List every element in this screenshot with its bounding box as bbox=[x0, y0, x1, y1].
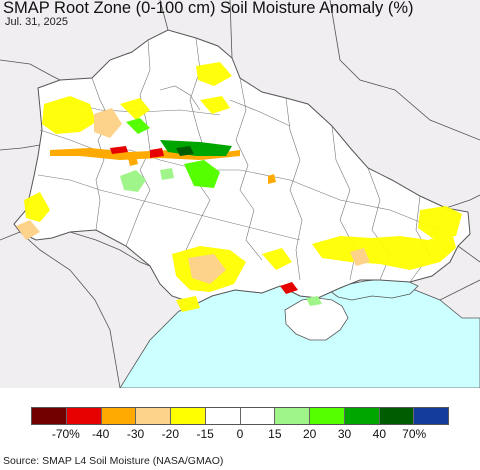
legend-swatch bbox=[275, 408, 310, 424]
wet-green-patches bbox=[120, 118, 322, 306]
legend-swatch bbox=[32, 408, 67, 424]
border-line-1 bbox=[0, 231, 121, 388]
legend-label: -15 bbox=[196, 427, 214, 441]
soil-moisture-map bbox=[0, 0, 480, 388]
legend-swatch bbox=[101, 408, 137, 424]
legend-label: 0 bbox=[236, 427, 244, 441]
legend-label: -30 bbox=[126, 427, 145, 441]
legend-label: 15 bbox=[268, 427, 282, 441]
legend-swatch bbox=[136, 408, 171, 424]
map-title: SMAP Root Zone (0-100 cm) Soil Moisture … bbox=[3, 0, 414, 17]
border-line-5 bbox=[159, 0, 480, 141]
legend-label: 20 bbox=[302, 427, 317, 441]
legend-label: 40 bbox=[372, 427, 387, 441]
map-source: Source: SMAP L4 Soil Moisture (NASA/GMAO… bbox=[3, 455, 224, 467]
legend-swatch bbox=[379, 408, 415, 424]
sea-of-azov bbox=[329, 278, 419, 301]
legend-swatch bbox=[66, 408, 102, 424]
legend-label: -40 bbox=[91, 427, 110, 441]
legend-swatch bbox=[414, 408, 448, 424]
legend-label: -20 bbox=[161, 427, 179, 441]
dry-orange-patches bbox=[16, 108, 370, 284]
border-line-2 bbox=[69, 231, 151, 267]
legend-swatch bbox=[310, 408, 345, 424]
dry-yellow-patches bbox=[24, 62, 462, 312]
ukraine-land bbox=[13, 29, 471, 305]
legend-labels: -70% -40 -30 -20 -15 0 15 20 30 40 70% bbox=[0, 427, 480, 443]
border-line-6 bbox=[439, 194, 480, 301]
legend-swatch bbox=[205, 408, 241, 424]
legend-label: 70% bbox=[402, 427, 427, 441]
border-line-4 bbox=[0, 144, 41, 151]
legend-swatch bbox=[171, 408, 206, 424]
dry-red-spots bbox=[50, 146, 298, 294]
map-date: Jul. 31, 2025 bbox=[5, 16, 68, 28]
border-line-3 bbox=[0, 59, 61, 81]
legend-label: -70% bbox=[51, 427, 80, 441]
legend-swatch bbox=[344, 408, 380, 424]
legend-swatch bbox=[240, 408, 276, 424]
legend-label: 30 bbox=[337, 427, 352, 441]
legend-color-bar bbox=[31, 407, 449, 425]
